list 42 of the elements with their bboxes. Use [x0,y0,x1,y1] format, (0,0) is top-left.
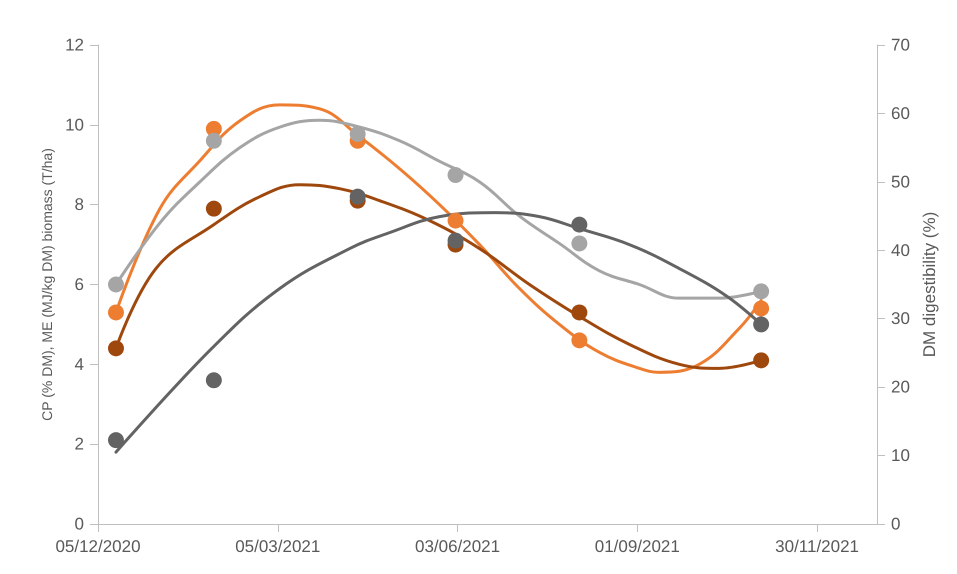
point [108,304,124,320]
y2-tick-label: 50 [891,172,910,192]
point [753,316,770,332]
point [753,352,770,368]
y2-tick-label: 30 [891,309,910,328]
y2-tick-label: 40 [891,240,910,260]
y-tick-label: 12 [65,36,84,54]
y-tick-label: 10 [65,115,84,134]
x-tick-label: 30/11/2021 [775,537,859,556]
y2-tick-label: 10 [891,446,910,466]
y2-tick-label: 70 [891,36,910,54]
point [448,212,464,229]
point [206,132,222,149]
point [571,332,588,348]
y2-tick-label: 60 [891,104,910,123]
point [448,232,464,249]
x-tick-label: 01/09/2021 [594,537,680,556]
x-tick-label: 05/12/2020 [55,537,141,556]
y2-tick-label: 20 [891,378,910,397]
y-axis-title: CP (% DM), ME (MJ/kg DM) biomass (T/ha) [39,148,56,421]
y-tick-label: 4 [74,354,84,374]
point [350,126,366,142]
point [571,216,588,233]
y-tick-label: 6 [74,275,84,294]
point [753,283,770,300]
point [206,372,222,388]
point [753,300,770,316]
point [350,188,366,205]
y2-tick-label: 0 [891,514,900,534]
y2-axis-title: DM digestibility (%) [920,212,939,358]
point [571,304,588,320]
x-tick-label: 05/03/2021 [235,537,320,556]
point [571,235,588,252]
y-tick-label: 2 [74,434,84,454]
x-tick-label: 03/06/2021 [414,537,500,556]
point [108,340,124,356]
point [448,167,464,184]
point [206,200,222,217]
y-tick-label: 0 [74,514,84,534]
point [108,432,124,448]
point [108,276,124,292]
y-tick-label: 8 [74,195,84,214]
